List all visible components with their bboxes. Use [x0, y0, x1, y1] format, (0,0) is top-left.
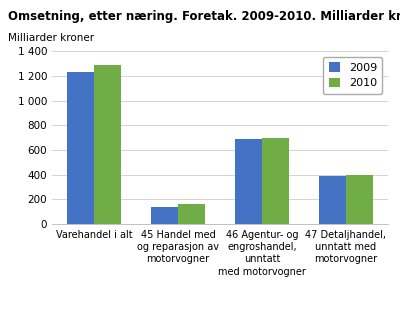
- Bar: [262, 138, 289, 224]
- Bar: [319, 176, 346, 224]
- Text: Milliarder kroner: Milliarder kroner: [8, 33, 94, 43]
- Bar: [151, 207, 178, 224]
- Text: Omsetning, etter næring. Foretak. 2009-2010. Milliarder kroner: Omsetning, etter næring. Foretak. 2009-2…: [8, 10, 400, 23]
- Bar: [235, 140, 262, 224]
- Bar: [178, 204, 205, 224]
- Bar: [67, 72, 94, 224]
- Bar: [94, 65, 121, 224]
- Legend: 2009, 2010: 2009, 2010: [323, 57, 382, 94]
- Bar: [346, 175, 373, 224]
